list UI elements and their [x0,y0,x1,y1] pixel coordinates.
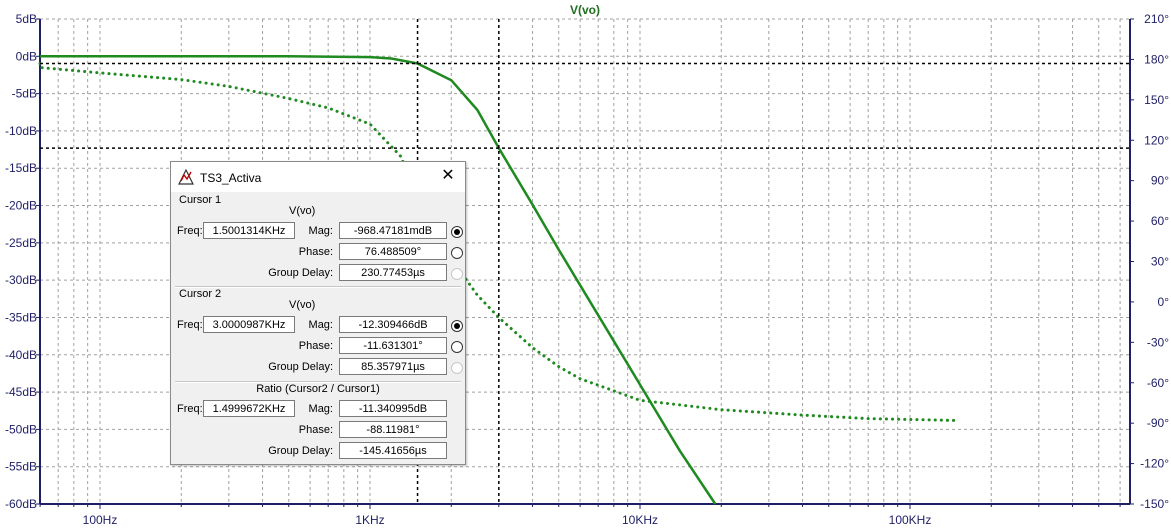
ratio-group-label: Ratio (Cursor2 / Cursor1) [256,383,380,395]
cursor1-mag-label: Mag: [308,225,333,237]
cursor1-mag-field[interactable]: -968.47181mdB [339,222,447,239]
close-icon[interactable]: ✕ [441,167,455,184]
cursor2-mag-label: Mag: [308,319,333,331]
ratio-freq-field[interactable]: 1.4999672KHz [203,400,295,417]
x-tick-label: 10KHz [622,513,658,527]
right-tick-label: -120° [1140,457,1169,471]
cursor-dialog[interactable]: TS3_Activa ✕ Cursor 1 V(vo) Freq: 1.5001… [170,161,466,465]
cursor2-phase-field[interactable]: -11.631301° [339,337,447,354]
cursor2-mag-field[interactable]: -12.309466dB [339,316,447,333]
ratio-freq-label: Freq: [177,403,203,415]
right-tick-label: -30° [1147,335,1169,349]
right-tick-label: -60° [1147,376,1169,390]
cursor1-gd-radio[interactable] [451,268,463,280]
right-tick-label: 30° [1151,255,1169,269]
cursor1-group-label: Cursor 1 [179,194,222,206]
ratio-phase-label: Phase: [298,424,333,436]
cursor2-group-label: Cursor 2 [179,288,222,300]
cursor2-mag-radio[interactable] [451,320,463,332]
left-tick-label: -15dB [5,161,37,175]
cursor2-phase-label: Phase: [298,340,333,352]
cursor1-freq-field[interactable]: 1.5001314KHz [203,222,295,239]
ratio-phase-field[interactable]: -88.11981° [339,421,447,438]
left-tick-label: -45dB [5,385,37,399]
cursor1-phase-field[interactable]: 76.488509° [339,243,447,260]
left-tick-label: -40dB [5,348,37,362]
cursor2-freq-field[interactable]: 3.0000987KHz [203,316,295,333]
ratio-mag-field[interactable]: -11.340995dB [339,400,447,417]
cursor2-freq-label: Freq: [177,319,203,331]
left-tick-label: -55dB [5,460,37,474]
cursor1-mag-radio[interactable] [451,226,463,238]
x-tick-label: 100Hz [83,513,118,527]
right-tick-label: 180° [1144,52,1169,66]
cursor1-trace-name: V(vo) [289,205,316,217]
cursor1-freq-label: Freq: [177,225,203,237]
tick-labels: 5dB 0dB -5dB -10dB -15dB -20dB -25dB -30dB -35dB… [5,12,1169,527]
ratio-gd-label: Group Delay: [268,445,333,457]
x-tick-label: 1KHz [355,513,384,527]
cursor1-gd-field[interactable]: 230.77453µs [339,264,447,281]
right-tick-label: 120° [1144,133,1169,147]
right-tick-label: 90° [1151,174,1169,188]
separator [175,286,461,288]
right-tick-label: 150° [1144,93,1169,107]
left-tick-label: 0dB [16,49,37,63]
dialog-titlebar[interactable]: TS3_Activa ✕ [171,162,465,192]
cursor2-gd-label: Group Delay: [268,361,333,373]
cursor2-trace-name: V(vo) [289,299,316,311]
left-tick-label: -35dB [5,310,37,324]
plot-axes [36,18,1134,509]
cursor1-phase-radio[interactable] [451,247,463,259]
right-tick-label: 0° [1158,295,1170,309]
ltspice-icon [178,169,194,185]
left-tick-label: -25dB [5,236,37,250]
cursor1-gd-label: Group Delay: [268,267,333,279]
x-tick-label: 100KHz [889,513,932,527]
dialog-title: TS3_Activa [200,171,262,185]
left-tick-label: 5dB [16,12,37,26]
right-tick-label: -90° [1147,416,1169,430]
magnitude-trace [40,55,717,505]
cursor2-phase-radio[interactable] [451,341,463,353]
right-tick-label: 60° [1151,214,1169,228]
ratio-mag-label: Mag: [308,403,333,415]
separator [175,381,461,383]
left-tick-label: -60dB [5,497,37,511]
left-tick-label: -30dB [5,273,37,287]
right-tick-label: -150° [1140,497,1169,511]
ratio-gd-field[interactable]: -145.41656µs [339,442,447,459]
cursor1-phase-label: Phase: [298,246,333,258]
left-tick-label: -10dB [5,124,37,138]
cursor2-gd-field[interactable]: 85.357971µs [339,358,447,375]
cursor2-gd-radio[interactable] [451,362,463,374]
trace-title[interactable]: V(vo) [570,3,600,17]
right-tick-label: 210° [1144,12,1169,26]
left-tick-label: -20dB [5,199,37,213]
left-tick-label: -5dB [12,87,37,101]
left-tick-label: -50dB [5,422,37,436]
